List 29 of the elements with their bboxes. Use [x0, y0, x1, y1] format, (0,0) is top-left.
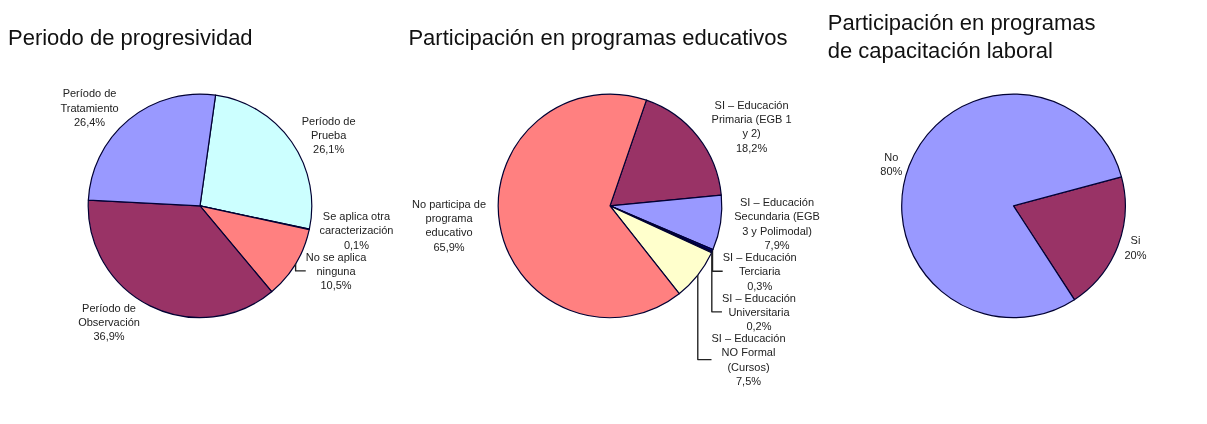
- slice-label: Período de Prueba: [301, 114, 356, 142]
- slice-label: SI – Educación Primaria (EGB 1 y 2): [711, 98, 792, 140]
- slice-label: SI – Educación Secundaria (EGB 3 y Polimodal): [734, 196, 820, 237]
- data-label: 0,3%: [747, 279, 773, 292]
- chart-title: Participación en programas educativos: [408, 25, 788, 51]
- slice-label: No se aplica ninguna: [305, 250, 368, 277]
- slice-label: Período de Observación: [78, 301, 140, 329]
- slice-label: Si: [1130, 234, 1141, 247]
- slice-label: SI – Educación Terciaria: [722, 250, 797, 278]
- slice-label: SI – Educación Universitaria: [721, 291, 796, 318]
- chart-title: Participación en programas de capacitación laboral: [827, 9, 1096, 64]
- data-label: 10,5%: [320, 279, 352, 292]
- data-label: 7,5%: [735, 375, 762, 388]
- data-label: 26,1%: [313, 143, 345, 156]
- slice-label: No: [884, 150, 899, 163]
- data-label: 65,9%: [433, 240, 465, 253]
- slice-label: No participa de programa educativo: [412, 197, 487, 239]
- data-label: 80%: [880, 165, 903, 178]
- data-label: 0,1%: [343, 238, 370, 251]
- slice-label: Se aplica otra caracterización: [319, 209, 394, 237]
- data-label: 18,2%: [735, 141, 768, 154]
- slice-label: Período de Tratamiento: [60, 87, 119, 114]
- data-label: 0,2%: [746, 320, 772, 333]
- chart-title: Periodo de progresividad: [8, 25, 253, 51]
- data-label: 20%: [1124, 248, 1147, 261]
- slice-label: SI – Educación NO Formal (Cursos): [711, 332, 786, 373]
- data-label: 7,9%: [764, 238, 790, 251]
- data-label: 26,4%: [73, 115, 106, 128]
- data-label: 36,9%: [93, 330, 125, 343]
